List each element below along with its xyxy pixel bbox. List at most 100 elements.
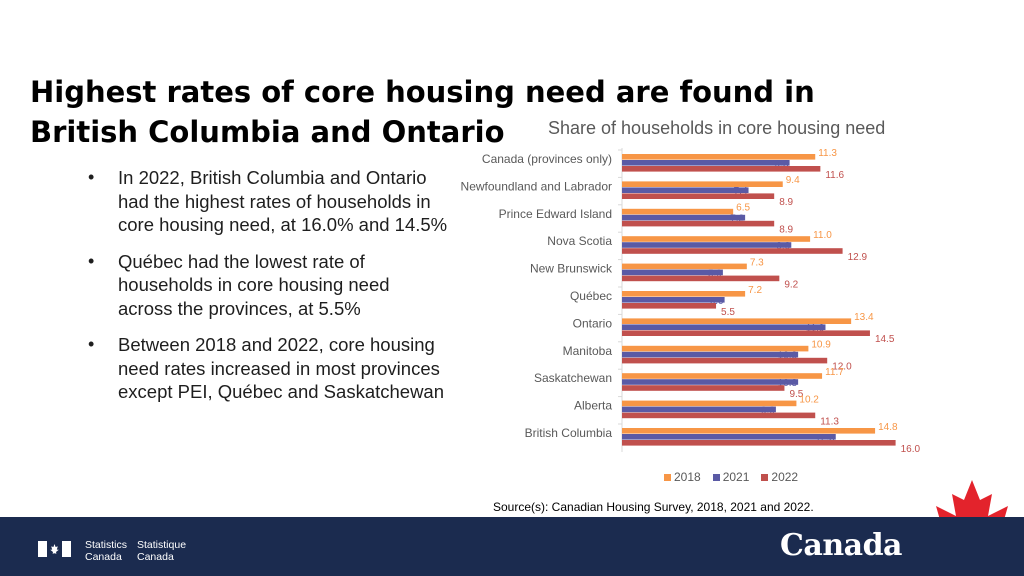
data-label-2021: 10.3 [778,351,798,362]
bar-2021 [622,297,725,303]
data-label-2021: 10.3 [778,378,798,389]
bar-2022 [622,220,775,227]
data-label-2018: 7.2 [748,285,762,296]
bar-2021 [622,187,749,193]
category-label: Canada (provinces only) [482,152,612,166]
bar-2018 [622,154,816,160]
slide-title: Highest rates of core housing need are f… [30,75,815,149]
bar-2021 [622,351,799,358]
bar-2018 [622,345,809,352]
data-label-2022: 9.2 [784,279,798,290]
data-label-2021: 11.9 [806,323,825,334]
bar-2018 [622,373,823,379]
data-label-2018: 7.3 [750,257,764,268]
data-label-2021: 9.8 [775,159,789,170]
data-label-2022: 11.3 [820,416,839,427]
category-label: Québec [570,289,612,303]
data-label-2021: 7.2 [730,214,744,225]
category-label: Newfoundland and Labrador [461,179,612,193]
bar-2021 [622,269,723,276]
bar-2018 [622,400,797,407]
bar-chart: Canada (provinces only) 11.3 9.8 11.6 Newfou… [461,148,921,455]
data-label-2022: 11.6 [825,170,844,181]
bar-2022 [622,275,780,282]
bar-2022 [622,166,821,172]
data-label-2022: 14.5 [875,334,895,345]
bar-2021 [622,406,776,413]
bar-2022 [622,303,717,309]
dept-name-fr-line2: Canada [137,551,174,563]
data-label-2018: 14.8 [878,422,898,433]
category-label: Prince Edward Island [499,207,612,221]
data-label-2018: 6.5 [736,203,750,214]
data-label-2018: 10.2 [799,394,819,405]
data-label-2022: 5.5 [721,307,735,318]
bar-2021 [622,379,799,385]
category-label: Saskatchewan [534,371,612,385]
data-label-2021: 9.9 [776,241,790,252]
bar-2022 [622,412,816,419]
data-label-2018: 10.9 [811,340,831,351]
dept-name-fr-line1: Statistique [137,539,187,551]
bar-2018 [622,208,734,215]
bar-2018 [622,318,852,324]
legend-swatch-2021 [712,473,720,481]
bar-2018 [622,236,811,242]
legend-label-2021: 2021 [722,470,750,484]
chart-title: Share of households in core housing need [548,118,886,138]
canada-flag-icon [38,541,71,557]
bar-2022 [622,440,896,446]
data-label-2021: 9.0 [761,405,775,416]
legend-item-2021: 2021 [712,470,750,484]
data-label-2022: 12.9 [848,252,868,263]
canada-wordmark: Canada [780,528,902,563]
source-note: Source(s): Canadian Housing Survey, 2018… [493,500,814,514]
category-label: New Brunswick [530,262,613,276]
bar-2022 [622,193,775,199]
bar-2021 [622,434,836,440]
bar-2021 [622,214,746,221]
bar-2022 [622,248,843,254]
data-label-2018: 9.4 [786,175,800,186]
legend-swatch-2022 [761,473,769,481]
bar-2018 [622,263,747,270]
legend-item-2022: 2022 [761,470,798,484]
bullet-list: In 2022, British Columbia and Ontario ha… [88,166,448,417]
category-label: Manitoba [563,344,613,358]
chart-legend: 2018 2021 2022 [664,470,798,484]
data-label-2021: 7.4 [734,186,748,197]
category-label: Ontario [573,316,613,330]
bar-2018 [622,428,876,434]
legend-item-2018: 2018 [664,470,701,484]
bullet-item: Québec had the lowest rate of households… [88,250,448,321]
data-label-2018: 11.0 [813,230,832,241]
data-label-2018: 13.4 [854,312,874,323]
bar-2022 [622,357,828,364]
bar-2018 [622,181,783,187]
category-label: Alberta [574,399,612,413]
legend-swatch-2018 [664,473,671,481]
dept-name-fr: Statistique Canada [137,539,186,563]
bullet-item: Between 2018 and 2022, core housing need… [88,333,448,404]
bar-2021 [622,160,790,166]
data-label-2022: 16.0 [901,444,921,455]
data-label-2018: 11.3 [818,148,837,159]
bar-2022 [622,385,785,391]
data-label-2022: 8.9 [779,225,793,236]
bar-2018 [622,291,746,297]
dept-name-en-line1: Statistics [85,539,128,551]
legend-label-2018: 2018 [674,470,701,484]
data-label-2018: 11.7 [825,367,844,378]
dept-name-en: Statistics Canada [85,539,127,563]
bar-2021 [622,242,792,248]
data-label-2021: 12.5 [815,433,835,444]
bar-2022 [622,330,870,336]
bar-2021 [622,324,826,330]
bullet-item: In 2022, British Columbia and Ontario ha… [88,166,448,237]
category-label: Nova Scotia [547,234,612,248]
data-label-2022: 9.5 [789,389,803,400]
footer-bar [0,517,1024,576]
data-label-2022: 8.9 [779,197,793,208]
data-label-2021: 5.9 [708,268,722,279]
dept-name-en-line2: Canada [85,551,122,563]
